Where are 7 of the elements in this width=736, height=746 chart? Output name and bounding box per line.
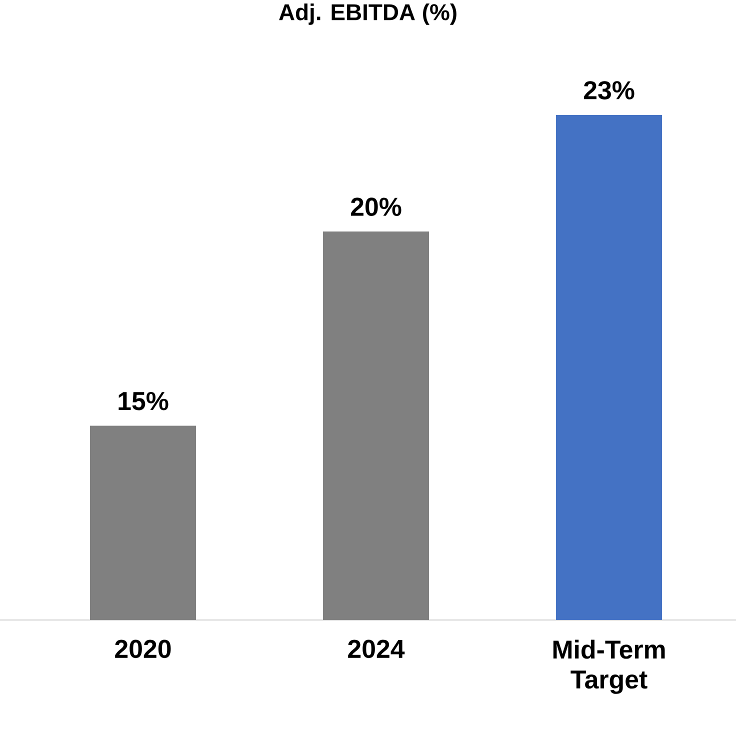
data-label: 20% [350, 198, 402, 216]
data-label: 15% [118, 392, 168, 410]
x-tick-label: 2020 [115, 640, 171, 658]
x-tick-label: Mid-Term Target [553, 640, 665, 694]
x-tick-label: 2024 [348, 640, 405, 658]
data-label: 23% [584, 81, 634, 100]
chart-title: Adj. EBITDA (%) [279, 4, 456, 25]
